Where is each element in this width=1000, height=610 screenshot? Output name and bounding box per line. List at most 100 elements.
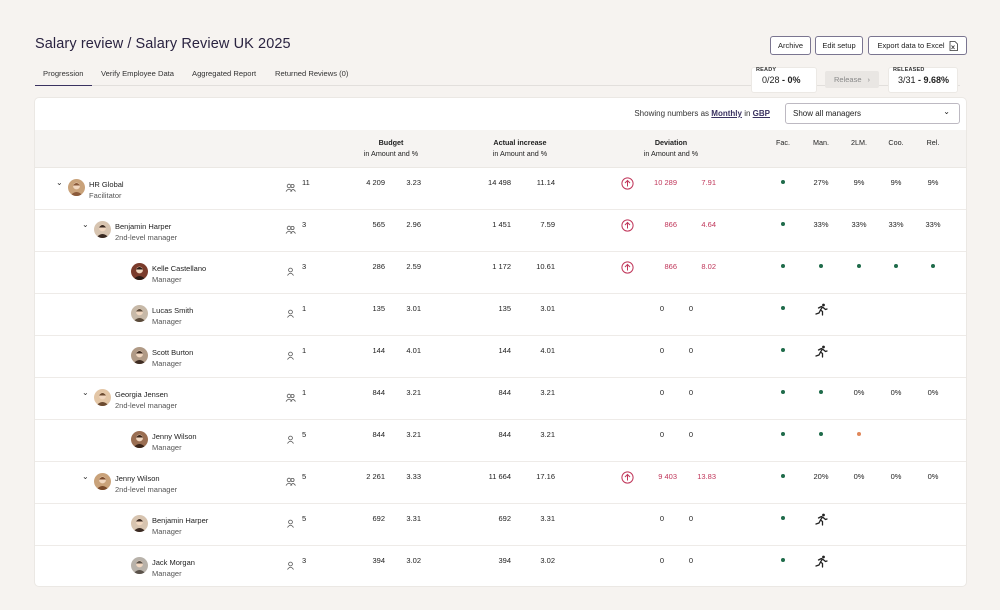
- deviation-percent: 0: [688, 556, 693, 565]
- actual-amount: 844: [498, 430, 511, 439]
- employee-name[interactable]: Jenny Wilson: [115, 474, 160, 483]
- status-percent-man: 27%: [813, 178, 829, 187]
- period-link[interactable]: Monthly: [711, 109, 742, 118]
- employee-name[interactable]: Benjamin Harper: [115, 222, 172, 231]
- budget-amount: 394: [372, 556, 385, 565]
- team-count: 1: [302, 304, 307, 313]
- budget-amount: 144: [372, 346, 385, 355]
- col-fac: Fac.: [776, 138, 790, 147]
- actual-percent: 17.16: [536, 472, 555, 481]
- table-row[interactable]: Kelle Castellano Manager 3 286 2.59 1 172 10.6…: [35, 252, 966, 294]
- col-man: Man.: [813, 138, 829, 147]
- chevron-down-icon[interactable]: ⌄: [56, 178, 63, 187]
- team-count: 1: [302, 346, 307, 355]
- status-percent-man: 20%: [813, 472, 829, 481]
- actual-percent: 3.01: [540, 304, 555, 313]
- budget-percent: 3.33: [406, 472, 421, 481]
- budget-percent: 3.02: [406, 556, 421, 565]
- manager-filter-select[interactable]: Show all managers ⌄: [785, 103, 960, 124]
- chevron-right-icon: ›: [867, 75, 871, 84]
- employee-name[interactable]: Scott Burton: [152, 348, 194, 357]
- archive-button[interactable]: Archive: [770, 36, 811, 55]
- released-label: RELEASED: [893, 67, 925, 73]
- arrow-up-circle-icon: [621, 471, 634, 484]
- team-count: 3: [302, 220, 307, 229]
- table-row[interactable]: ⌄ Jenny Wilson 2nd-level manager 5 2 261 3.33…: [35, 462, 966, 504]
- table-row[interactable]: Benjamin Harper Manager 5 692 3.31 692 3.31 0 0: [35, 504, 966, 546]
- employee-role: Manager: [152, 275, 182, 284]
- person-icon: [285, 431, 296, 444]
- employee-name[interactable]: Jenny Wilson: [152, 432, 197, 441]
- budget-percent: 3.31: [406, 514, 421, 523]
- status-dot-fac: [781, 474, 785, 478]
- actual-amount: 144: [498, 346, 511, 355]
- chevron-down-icon[interactable]: ⌄: [82, 388, 89, 397]
- in-progress-runner-icon: [815, 303, 828, 321]
- avatar: [94, 473, 111, 490]
- excel-file-icon: [949, 40, 958, 51]
- table-row[interactable]: ⌄ Benjamin Harper 2nd-level manager 3 565 2.9…: [35, 210, 966, 252]
- status-dot-lm2: [857, 264, 861, 268]
- chevron-down-icon[interactable]: ⌄: [82, 472, 89, 481]
- employee-role: 2nd-level manager: [115, 485, 178, 494]
- employee-name[interactable]: Benjamin Harper: [152, 516, 209, 525]
- budget-amount: 565: [372, 220, 385, 229]
- team-count: 5: [302, 514, 307, 523]
- table-row[interactable]: Scott Burton Manager 1 144 4.01 144 4.01 0 0: [35, 336, 966, 378]
- status-dot-lm2: [857, 432, 861, 436]
- employee-role: Facilitator: [89, 191, 122, 200]
- release-button[interactable]: Release ›: [825, 71, 879, 88]
- budget-amount: 135: [372, 304, 385, 313]
- employee-name[interactable]: Jack Morgan: [152, 558, 195, 567]
- tab-progression[interactable]: Progression: [35, 68, 92, 86]
- currency-link[interactable]: GBP: [752, 109, 770, 118]
- team-count: 3: [302, 262, 307, 271]
- table-row[interactable]: Lucas Smith Manager 1 135 3.01 135 3.01 0 0: [35, 294, 966, 336]
- export-excel-button[interactable]: Export data to Excel: [868, 36, 967, 55]
- budget-percent: 4.01: [406, 346, 421, 355]
- tab-returned-reviews[interactable]: Returned Reviews (0): [275, 69, 349, 78]
- employee-name[interactable]: Georgia Jensen: [115, 390, 168, 399]
- avatar: [131, 515, 148, 532]
- avatar: [131, 557, 148, 574]
- tab-verify-employee-data[interactable]: Verify Employee Data: [101, 69, 175, 78]
- arrow-up-circle-icon: [621, 261, 634, 274]
- table-row[interactable]: Jack Morgan Manager 3 394 3.02 394 3.02 0 0: [35, 546, 966, 586]
- deviation-amount: 10 289: [654, 178, 677, 187]
- status-dot-man: [819, 264, 823, 268]
- deviation-percent: 0: [688, 514, 693, 523]
- budget-amount: 844: [372, 430, 385, 439]
- in-progress-runner-icon: [815, 555, 828, 573]
- status-percent-rel: 0%: [927, 388, 939, 397]
- person-icon: [285, 305, 296, 318]
- actual-amount: 394: [498, 556, 511, 565]
- table-row[interactable]: ⌄ Georgia Jensen 2nd-level manager 1 844 3.21…: [35, 378, 966, 420]
- employee-name[interactable]: Kelle Castellano: [152, 264, 207, 273]
- deviation-amount: 0: [659, 556, 664, 565]
- breadcrumb-parent[interactable]: Salary review: [35, 36, 124, 52]
- budget-amount: 2 261: [366, 472, 385, 481]
- status-percent-coo: 33%: [888, 220, 904, 229]
- col-rel: Rel.: [926, 138, 940, 147]
- table-row[interactable]: ⌄ HR Global Facilitator 11 4 209 3.23 14 498 11…: [35, 168, 966, 210]
- budget-amount: 692: [372, 514, 385, 523]
- edit-setup-button[interactable]: Edit setup: [815, 36, 863, 55]
- deviation-percent: 7.91: [701, 178, 716, 187]
- status-dot-fac: [781, 180, 785, 184]
- status-percent-rel: 0%: [927, 472, 939, 481]
- avatar: [94, 221, 111, 238]
- table-row[interactable]: Jenny Wilson Manager 5 844 3.21 844 3.21 0 0: [35, 420, 966, 462]
- avatar: [131, 347, 148, 364]
- employee-name[interactable]: Lucas Smith: [152, 306, 194, 315]
- chevron-down-icon[interactable]: ⌄: [82, 220, 89, 229]
- status-percent-man: 33%: [813, 220, 829, 229]
- employee-name[interactable]: HR Global: [89, 180, 124, 189]
- actual-amount: 135: [498, 304, 511, 313]
- status-percent-lm2: 33%: [851, 220, 867, 229]
- chevron-down-icon: ⌄: [943, 107, 950, 116]
- actual-amount: 692: [498, 514, 511, 523]
- budget-percent: 3.01: [406, 304, 421, 313]
- employee-role: 2nd-level manager: [115, 401, 178, 410]
- export-label: Export data to Excel: [877, 41, 945, 50]
- tab-aggregated-report[interactable]: Aggregated Report: [192, 69, 257, 78]
